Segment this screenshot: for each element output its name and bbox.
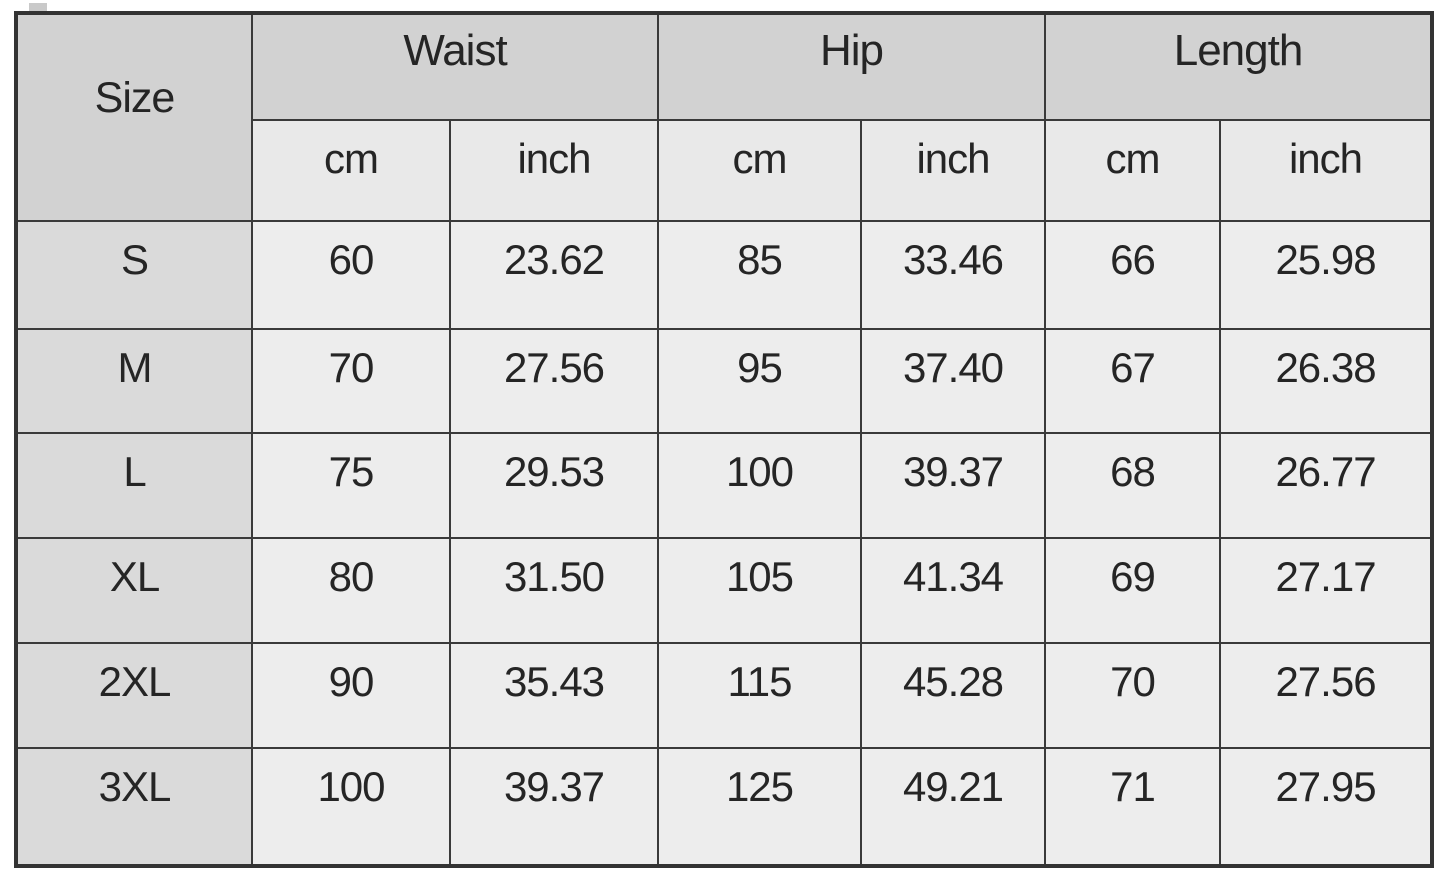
waist-cm-cell: 80 [251,537,451,644]
hip-group-header: Hip [657,12,1046,121]
length-cm-cell: 66 [1044,220,1221,330]
hip-inch-cell: 41.34 [860,537,1046,644]
size-cell: L [15,432,253,539]
length-inch-cell: 27.95 [1218,747,1434,867]
size-cell: 2XL [15,642,253,749]
hip-inch-cell: 33.46 [860,220,1046,330]
scan-artifact-mark [29,3,47,13]
hip-inch-cell: 49.21 [860,747,1046,867]
size-cell: M [15,328,253,434]
size-cell: XL [15,537,253,644]
group-header-row: Size Waist Hip Length [15,12,1434,222]
length-cm-cell: 67 [1044,328,1221,434]
hip-cm-cell: 125 [657,747,862,867]
table-row: L 75 29.53 100 39.37 68 26.77 [15,432,1434,539]
length-cm-cell: 68 [1044,432,1221,539]
waist-inch-cell: 35.43 [449,642,659,749]
hip-cm-cell: 95 [657,328,862,434]
hip-inch-cell: 39.37 [860,432,1046,539]
size-column-header: Size [15,12,253,222]
hip-inch-cell: 37.40 [860,328,1046,434]
length-cm-header: cm [1044,119,1221,222]
size-cell: 3XL [15,747,253,867]
waist-cm-header: cm [251,119,451,222]
table-row: 3XL 100 39.37 125 49.21 71 27.95 [15,747,1434,867]
waist-cm-cell: 75 [251,432,451,539]
hip-cm-cell: 105 [657,537,862,644]
table-row: S 60 23.62 85 33.46 66 25.98 [15,220,1434,330]
hip-cm-header: cm [657,119,862,222]
waist-inch-cell: 39.37 [449,747,659,867]
waist-inch-cell: 27.56 [449,328,659,434]
waist-inch-cell: 31.50 [449,537,659,644]
length-cm-cell: 71 [1044,747,1221,867]
waist-cm-cell: 60 [251,220,451,330]
table-row: 2XL 90 35.43 115 45.28 70 27.56 [15,642,1434,749]
waist-inch-header: inch [449,119,659,222]
length-cm-cell: 69 [1044,537,1221,644]
length-group-header: Length [1043,12,1434,121]
hip-inch-cell: 45.28 [860,642,1046,749]
waist-group-header: Waist [251,12,659,121]
table-row: XL 80 31.50 105 41.34 69 27.17 [15,537,1434,644]
waist-inch-cell: 29.53 [449,432,659,539]
length-inch-cell: 26.77 [1218,432,1434,539]
unit-header-row: cm inch cm inch cm inch [16,119,1434,222]
hip-cm-cell: 100 [657,432,862,539]
length-inch-cell: 27.17 [1218,537,1434,644]
waist-inch-cell: 23.62 [449,220,659,330]
size-cell: S [15,220,253,330]
size-chart-table: Size Waist Hip Length cm inch cm inch cm… [14,11,1435,868]
length-inch-header: inch [1218,119,1434,222]
waist-cm-cell: 90 [251,642,451,749]
length-inch-cell: 26.38 [1218,328,1434,434]
waist-cm-cell: 100 [251,747,451,867]
length-inch-cell: 25.98 [1218,220,1434,330]
hip-cm-cell: 115 [657,642,862,749]
length-inch-cell: 27.56 [1218,642,1434,749]
waist-cm-cell: 70 [251,328,451,434]
table-row: M 70 27.56 95 37.40 67 26.38 [15,328,1434,434]
hip-cm-cell: 85 [657,220,862,330]
hip-inch-header: inch [860,119,1046,222]
length-cm-cell: 70 [1044,642,1221,749]
